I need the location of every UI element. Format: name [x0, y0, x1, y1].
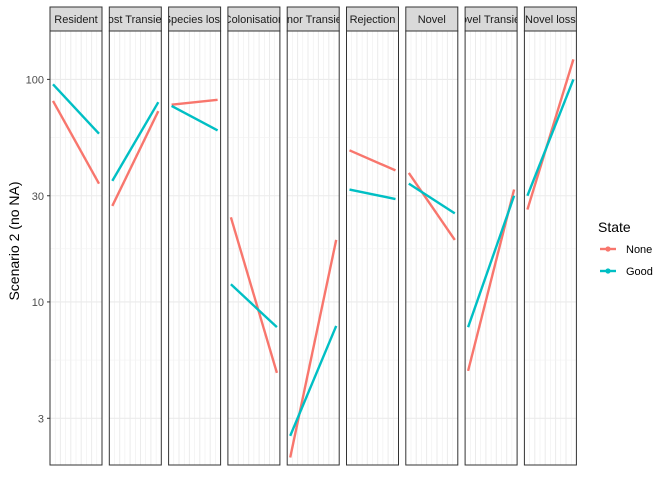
facet-strip — [464, 6, 518, 32]
series-line-good — [52, 83, 100, 135]
series-line-none — [349, 149, 396, 172]
panel-border — [227, 30, 281, 466]
facet-strip-label: Colonisation — [224, 14, 285, 26]
series-line-good — [349, 188, 396, 201]
facet-panel: Rejection — [346, 6, 399, 466]
legend-item-none: None — [600, 244, 652, 256]
y-tick-label: 3 — [38, 413, 44, 425]
series-line-none — [111, 110, 160, 207]
legend-label: None — [626, 244, 652, 256]
series-line-good — [466, 195, 516, 328]
series-line-none — [229, 216, 279, 374]
facet-strip — [346, 6, 399, 32]
y-tick-label: 100 — [26, 74, 44, 86]
legend-key-point — [605, 268, 611, 274]
facet-strip-label: Novel — [418, 14, 446, 26]
facet-strip-label: Novel Transient — [453, 14, 529, 26]
facet-strip-label: Host Transient — [100, 14, 171, 26]
panel-border — [286, 30, 340, 466]
legend-key-point — [605, 246, 611, 252]
panel-border — [523, 30, 577, 466]
series-line-good — [289, 325, 338, 437]
facet-panel: Resident — [49, 6, 103, 466]
facet-strip — [168, 6, 222, 32]
y-axis-title: Scenario 2 (no NA) — [6, 181, 22, 300]
facet-panel: Novel loss — [523, 6, 577, 466]
series-line-none — [51, 100, 101, 185]
facet-strip-label: Minor Transient — [275, 14, 351, 26]
facet-panel: Novel — [405, 6, 459, 466]
series-line-good — [408, 182, 456, 215]
y-tick-label: 30 — [32, 191, 44, 203]
series-line-good — [111, 101, 160, 182]
series-line-good — [171, 104, 219, 132]
series-line-none — [407, 172, 456, 241]
series-line-good — [230, 283, 278, 329]
panel-border — [464, 30, 518, 466]
facet-strip — [227, 6, 281, 32]
facet-strip — [286, 6, 340, 32]
facet-panel: Novel Transient — [453, 6, 529, 466]
panel-border — [168, 30, 222, 466]
legend-item-good: Good — [600, 266, 653, 278]
legend-title: State — [598, 219, 631, 235]
y-tick-label: 10 — [32, 297, 44, 309]
facet-strip — [523, 6, 577, 32]
panel-border — [108, 30, 162, 466]
panel-border — [405, 30, 459, 466]
series-line-none — [289, 239, 338, 458]
facet-strip-label: Rejection — [350, 14, 396, 26]
facet-strip-label: Species loss — [164, 14, 226, 26]
facet-panel: Species loss — [164, 6, 226, 466]
facet-panel: Colonisation — [224, 6, 285, 466]
series-line-none — [171, 98, 218, 106]
panel-border — [346, 30, 399, 466]
legend: State None Good — [598, 219, 653, 278]
facet-panel: Host Transient — [100, 6, 171, 466]
facet-strip — [49, 6, 103, 32]
facet-strip-label: Novel loss — [525, 14, 576, 26]
series-line-good — [526, 78, 575, 197]
facet-strip-label: Resident — [54, 14, 97, 26]
legend-label: Good — [626, 266, 653, 278]
y-axis: 3 10 30 100 — [26, 74, 50, 425]
facet-panel: Minor Transient — [275, 6, 351, 466]
panel-border — [49, 30, 103, 466]
